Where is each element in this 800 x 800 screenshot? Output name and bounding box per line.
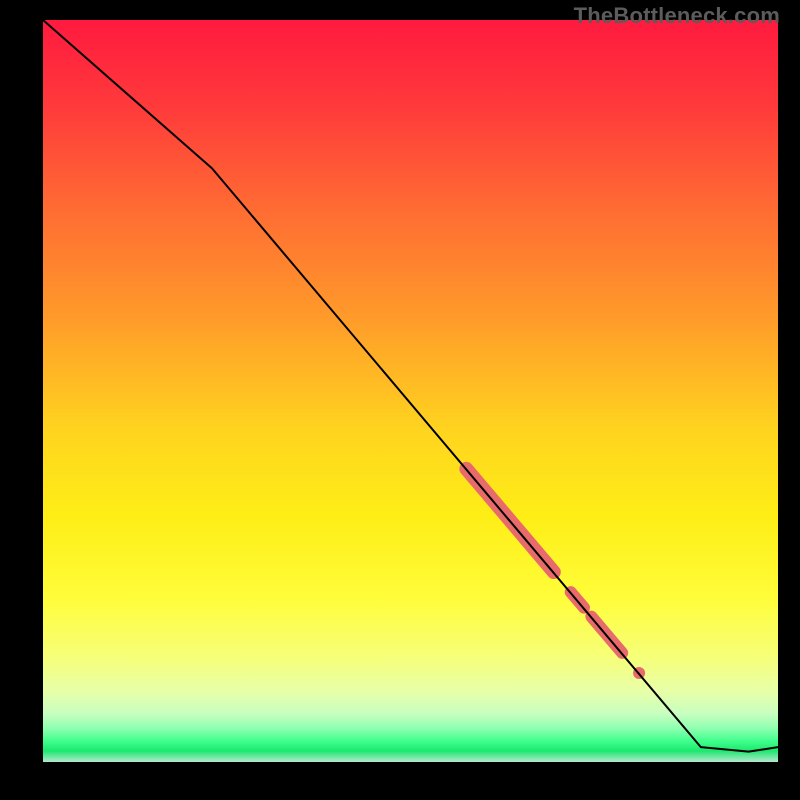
bottleneck-chart [0, 0, 800, 800]
watermark-text: TheBottleneck.com [574, 3, 780, 29]
plot-background [43, 20, 778, 762]
